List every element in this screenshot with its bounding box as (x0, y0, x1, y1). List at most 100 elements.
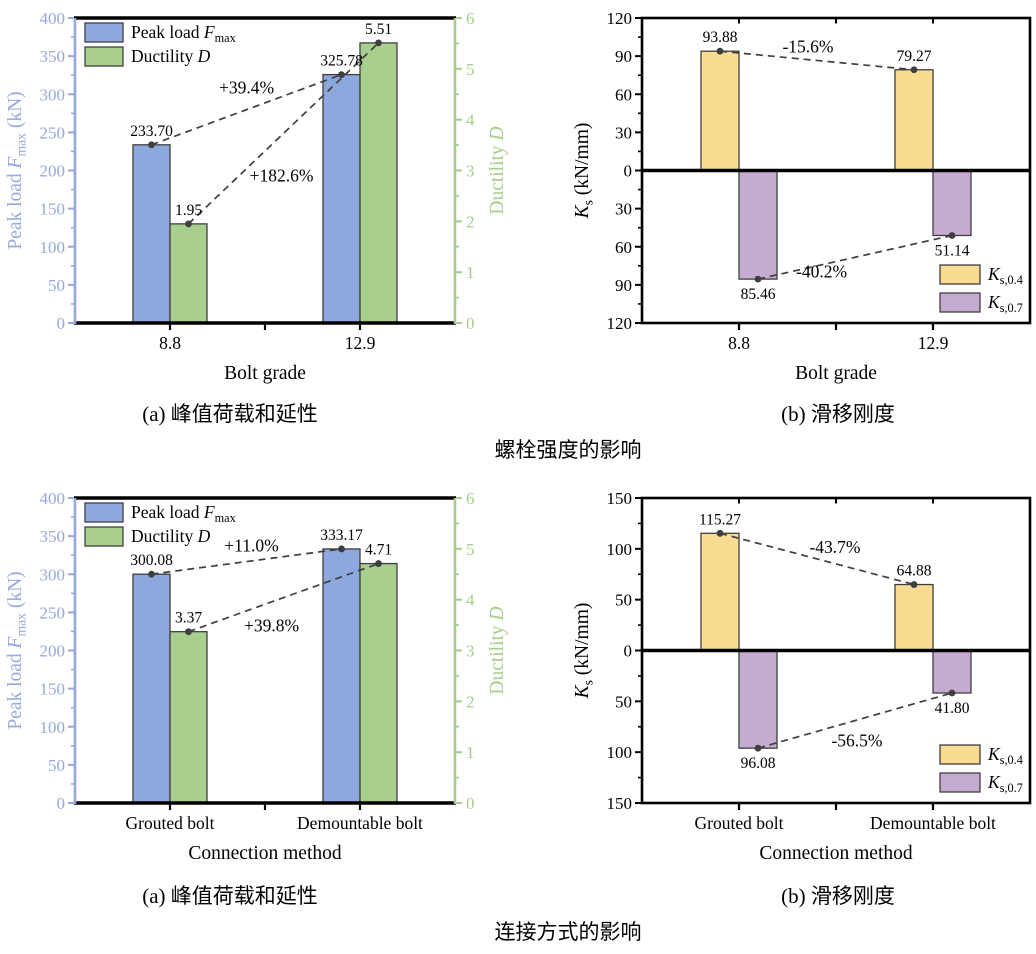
y-tick-label: 60 (615, 238, 632, 257)
bar-0-1 (322, 73, 361, 324)
legend-swatch (939, 264, 981, 285)
legend-swatch (84, 502, 124, 523)
y-left-tick-label: 50 (48, 276, 65, 295)
y-left-tick-label: 100 (40, 718, 66, 737)
legend-label: Peak load Fmax (131, 502, 236, 525)
x-category-label: Grouted bolt (126, 813, 215, 833)
y-left-tick-label: 400 (40, 489, 66, 508)
value-label: 300.08 (130, 552, 173, 569)
y-tick-label: 150 (607, 794, 633, 813)
bar-0-1 (322, 548, 361, 804)
y-right-tick-label: 6 (466, 489, 475, 508)
y-tick-label: 120 (607, 314, 633, 333)
legend-swatch (84, 526, 124, 547)
legend-label: Ks,0.7 (987, 292, 1023, 315)
trend-dashed-line (719, 532, 915, 586)
y-left-tick-label: 0 (57, 314, 66, 333)
y-right-tick-label: 0 (466, 794, 475, 813)
x-category-label: Demountable bolt (870, 813, 996, 833)
marker-dot (754, 275, 762, 283)
y-right-tick-label: 3 (466, 642, 475, 661)
legend-swatch (84, 46, 124, 67)
trend-dashed-line (151, 548, 342, 576)
y-left-tick-label: 400 (40, 9, 66, 28)
x-category-label: 12.9 (345, 333, 376, 353)
bar-0-1 (894, 69, 934, 172)
y-left-tick-label: 150 (40, 200, 66, 219)
bar-0-1 (894, 583, 934, 652)
legend-swatch (84, 22, 124, 43)
legend-label: Ductility D (131, 526, 211, 546)
y-left-tick-label: 0 (57, 794, 66, 813)
y-tick-label: 60 (615, 85, 632, 104)
y-tick-label: 0 (624, 162, 633, 181)
y-left-tick-label: 300 (40, 85, 66, 104)
annotation-label: -40.2% (796, 262, 847, 282)
group-caption-connection-method: 连接方式的影响 (494, 920, 642, 944)
marker-dot (185, 628, 192, 636)
x-category-label: 8.8 (159, 333, 181, 353)
bar-0-0 (700, 532, 740, 652)
y-left-axis-title: Peak load Fmax (kN) (5, 571, 29, 729)
y-left-tick-label: 50 (48, 756, 65, 775)
bar-1-0 (169, 223, 208, 324)
x-category-label: 12.9 (918, 333, 949, 353)
marker-dot (910, 66, 918, 74)
marker-dot (948, 689, 956, 697)
value-label: 5.51 (365, 21, 392, 38)
legend-label: Ks,0.4 (987, 264, 1023, 287)
x-axis-title: Bolt grade (224, 363, 306, 384)
bar-1-1 (359, 562, 398, 804)
value-label: 1.95 (175, 202, 202, 219)
value-label: 85.46 (741, 286, 776, 303)
y-left-tick-label: 200 (40, 642, 66, 661)
y-tick-label: 90 (615, 276, 632, 295)
legend-label: Peak load Fmax (131, 22, 236, 45)
marker-dot (716, 529, 724, 537)
y-left-tick-label: 150 (40, 680, 66, 699)
annotation-label: +182.6% (250, 165, 314, 185)
marker-dot (148, 141, 155, 149)
y-right-axis-title: Ductility D (487, 606, 508, 694)
bar-1-0 (169, 631, 208, 804)
marker-dot (375, 560, 382, 567)
y-left-tick-label: 250 (40, 603, 66, 622)
marker-dot (185, 220, 192, 228)
y-right-tick-label: 2 (466, 212, 475, 231)
legend-swatch (939, 772, 981, 793)
legend-swatch (939, 744, 981, 765)
marker-dot (338, 71, 345, 78)
annotation-label: -56.5% (831, 731, 882, 751)
marker-dot (375, 39, 382, 47)
subfigure-caption-b-row2: (b) 滑移刚度 (781, 884, 895, 908)
value-label: 233.70 (130, 123, 173, 140)
y-right-tick-label: 5 (466, 540, 475, 559)
marker-dot (148, 570, 155, 578)
bar-0-0 (700, 50, 740, 172)
subfigure-caption-a-row2: (a) 峰值荷载和延性 (142, 884, 318, 908)
legend-label: Ks,0.7 (987, 772, 1023, 795)
chart-peak-load-ductility-vs-connection-method: 0 50 100 150 200 250 300 350 400 0 1 2 3 4 5 6 Grouted b… (5, 489, 508, 864)
value-label: 79.27 (897, 48, 932, 65)
annotation-label: -15.6% (782, 36, 833, 56)
y-tick-label: 30 (615, 123, 632, 142)
y-tick-label: 30 (615, 200, 632, 219)
value-label: 51.14 (935, 242, 970, 259)
annotation-label: -43.7% (809, 537, 860, 557)
y-left-tick-label: 200 (40, 162, 66, 181)
y-left-axis-title: Peak load Fmax (kN) (5, 91, 29, 249)
value-label: 96.08 (741, 755, 776, 772)
y-tick-label: 150 (607, 489, 633, 508)
y-right-tick-label: 3 (466, 162, 475, 181)
marker-dot (338, 545, 345, 553)
trend-dashed-line (187, 42, 380, 225)
y-axis-title: Ks (kN/mm) (572, 603, 596, 700)
x-axis-title: Connection method (188, 843, 342, 864)
x-axis-title: Connection method (759, 843, 913, 864)
subfigure-caption-a-row1: (a) 峰值荷载和延性 (142, 402, 318, 426)
y-right-tick-label: 2 (466, 692, 475, 711)
y-right-tick-label: 1 (466, 263, 475, 282)
y-right-tick-label: 5 (466, 60, 475, 79)
annotation-label: +39.8% (244, 616, 299, 636)
